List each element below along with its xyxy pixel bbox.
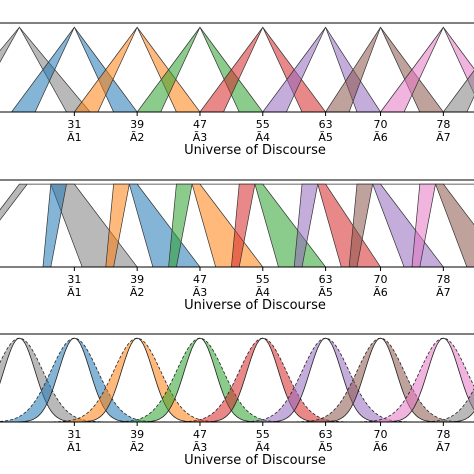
fuzzy-set-band	[42, 338, 232, 422]
x-tick-label: 31	[67, 428, 81, 441]
fuzzy-set-band	[168, 338, 357, 422]
fuzzy-set-band	[73, 26, 201, 112]
fuzzy-set-band	[348, 183, 474, 267]
fuzzy-set-band	[293, 183, 444, 267]
x-tick-label: 47	[193, 428, 207, 441]
fuzzy-set-inner-curve	[105, 337, 295, 422]
x-tick-label: 39	[130, 428, 144, 441]
x-axis-label: Universe of Discourse	[184, 143, 326, 158]
x-tick-label: 70	[374, 118, 388, 131]
x-tick-label: 63	[319, 273, 333, 286]
fuzzy-set-label: Ã7	[436, 441, 451, 454]
fuzzy-set-label: Ã5	[318, 286, 333, 299]
x-tick-label: 70	[374, 428, 388, 441]
x-tick-label: 78	[436, 273, 450, 286]
fuzzy-set-label: Ã6	[373, 286, 388, 299]
x-tick-label: 55	[256, 428, 270, 441]
panel-2-sets	[0, 183, 474, 267]
x-tick-label: 47	[193, 118, 207, 131]
fuzzy-set-label: Ã4	[256, 441, 271, 454]
fuzzy-set-band	[442, 70, 474, 112]
x-tick-label: 55	[256, 118, 270, 131]
x-axis-label: Universe of Discourse	[184, 298, 326, 313]
fuzzy-set-band	[42, 183, 201, 267]
fuzzy-set-band	[411, 183, 474, 267]
panel-3: 31Ã139Ã247Ã355Ã463Ã570Ã678Ã786Ã8Universe…	[0, 333, 474, 468]
fuzzy-set-label: Ã1	[67, 441, 82, 454]
panel-1-sets	[0, 26, 474, 112]
fuzzy-set-label: Ã3	[193, 131, 208, 144]
fuzzy-set-band	[380, 26, 474, 112]
fuzzy-set-inner-curve	[168, 337, 357, 422]
x-tick-label: 55	[256, 273, 270, 286]
fuzzy-set-band	[199, 26, 327, 112]
axes-frame	[0, 333, 474, 423]
x-axis-label: Universe of Discourse	[184, 453, 326, 468]
x-tick-label: 70	[374, 273, 388, 286]
fuzzy-set-label: Ã6	[373, 441, 388, 454]
fuzzy-set-label: Ã7	[436, 131, 451, 144]
fuzzy-set-band	[105, 338, 295, 422]
fuzzy-set-label: Ã6	[373, 131, 388, 144]
axes-frame	[0, 179, 474, 268]
fuzzy-set-outer-curve	[168, 337, 357, 422]
fuzzy-set-label: Ã1	[67, 286, 82, 299]
fuzzy-set-band	[349, 338, 474, 422]
fuzzy-set-label: Ã5	[318, 441, 333, 454]
fuzzy-set-label: Ã2	[130, 286, 145, 299]
fuzzy-set-label: Ã3	[193, 441, 208, 454]
fuzzy-set-label: Ã2	[130, 441, 145, 454]
fuzzy-set-band	[105, 183, 264, 267]
panel-3-sets	[0, 337, 474, 422]
fuzzy-set-outer-curve	[411, 388, 474, 422]
fuzzy-set-label: Ã3	[193, 286, 208, 299]
fuzzy-set-band	[136, 26, 264, 112]
fuzzy-set-label: Ã2	[130, 131, 145, 144]
x-tick-label: 39	[130, 273, 144, 286]
x-tick-label: 78	[436, 428, 450, 441]
x-tick-label: 78	[436, 118, 450, 131]
x-tick-label: 31	[67, 273, 81, 286]
fuzzy-set-label: Ã1	[67, 131, 82, 144]
fuzzy-set-band	[0, 338, 114, 422]
fuzzy-set-inner-curve	[42, 337, 232, 422]
fuzzy-set-label: Ã4	[256, 286, 271, 299]
fuzzy-set-band	[0, 338, 169, 422]
x-tick-label: 39	[130, 118, 144, 131]
panel-1: 31Ã139Ã247Ã355Ã463Ã570Ã678Ã786Ã8Universe…	[0, 22, 474, 158]
x-tick-label: 63	[319, 118, 333, 131]
fuzzy-set-band	[168, 183, 327, 267]
axes-frame	[0, 22, 474, 113]
fuzzy-set-outer-curve	[105, 337, 295, 422]
x-tick-label: 47	[193, 273, 207, 286]
fuzzy-set-outer-curve	[42, 337, 232, 422]
fuzzy-set-label: Ã4	[256, 131, 271, 144]
fuzzy-set-band	[411, 388, 474, 422]
fuzzy-set-band	[231, 183, 381, 267]
x-tick-label: 63	[319, 428, 333, 441]
fuzzy-set-label: Ã5	[318, 131, 333, 144]
fuzzy-set-band	[0, 183, 138, 267]
panel-2: 31Ã139Ã247Ã355Ã463Ã570Ã678Ã786Ã8Universe…	[0, 179, 474, 313]
fuzzy-set-label: Ã7	[436, 286, 451, 299]
x-tick-label: 31	[67, 118, 81, 131]
